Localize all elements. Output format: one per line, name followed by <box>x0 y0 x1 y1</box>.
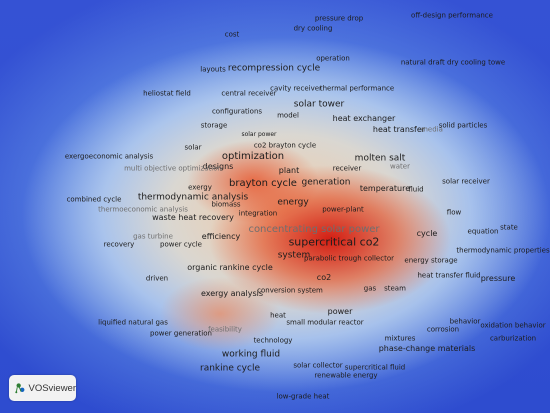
term-label[interactable]: molten salt <box>354 153 406 164</box>
term-label[interactable]: off-design performance <box>411 11 493 20</box>
term-label[interactable]: thermal performance <box>319 84 395 93</box>
term-label[interactable]: solid particles <box>438 121 488 130</box>
term-label[interactable]: natural draft dry cooling towe <box>400 58 506 67</box>
term-label[interactable]: solar <box>184 143 202 152</box>
term-label[interactable]: power <box>327 307 353 316</box>
term-label[interactable]: layouts <box>200 65 226 74</box>
term-label[interactable]: equation <box>467 227 499 236</box>
term-label[interactable]: system <box>277 250 311 261</box>
term-label[interactable]: mixtures <box>384 334 416 343</box>
term-label[interactable]: exergy <box>188 183 212 192</box>
term-label[interactable]: rankine cycle <box>200 363 260 374</box>
term-label[interactable]: supercritical co2 <box>288 235 380 249</box>
term-label[interactable]: parabolic trough collector <box>304 254 394 263</box>
term-label[interactable]: cycle <box>416 229 438 238</box>
term-label[interactable]: technology <box>253 336 293 345</box>
term-label[interactable]: flow <box>446 208 462 217</box>
term-label[interactable]: receiver <box>332 164 362 173</box>
term-label[interactable]: energy <box>277 197 309 208</box>
term-label[interactable]: thermodynamic properties <box>456 246 550 255</box>
vosviewer-logo-icon <box>15 383 25 394</box>
term-label[interactable]: optimization <box>221 151 285 162</box>
term-label[interactable]: solar tower <box>293 99 345 110</box>
term-label[interactable]: working fluid <box>221 349 281 360</box>
term-label[interactable]: state <box>500 223 518 232</box>
term-label[interactable]: oxidation behavior <box>480 321 546 330</box>
term-label[interactable]: designs <box>202 162 234 171</box>
term-label[interactable]: behavior <box>449 317 481 326</box>
term-label[interactable]: exergoeconomic analysis <box>64 152 154 161</box>
term-label[interactable]: solar collector <box>293 361 343 370</box>
term-label[interactable]: heat transfer <box>372 125 426 134</box>
term-label[interactable]: carburization <box>489 334 537 343</box>
term-label[interactable]: power cycle <box>160 240 202 249</box>
term-label[interactable]: pressure <box>480 274 516 283</box>
term-label[interactable]: central receiver <box>221 89 277 98</box>
term-label[interactable]: phase-change materials <box>378 344 476 353</box>
term-label[interactable]: driven <box>145 274 169 283</box>
term-label[interactable]: recompression cycle <box>227 63 321 74</box>
term-label[interactable]: corrosion <box>426 325 460 334</box>
term-label[interactable]: co2 <box>316 273 332 282</box>
term-label[interactable]: multi objective optimization <box>124 164 222 173</box>
term-label[interactable]: model <box>277 111 299 120</box>
term-label[interactable]: combined cycle <box>66 195 122 204</box>
term-label[interactable]: exergy analysis <box>200 289 264 298</box>
term-label[interactable]: biomass <box>211 200 241 209</box>
term-label[interactable]: steam <box>384 284 406 293</box>
term-label[interactable]: operation <box>316 54 350 63</box>
term-label[interactable]: cost <box>224 30 240 39</box>
term-label[interactable]: gas turbine <box>133 232 173 241</box>
term-label[interactable]: waste heat recovery <box>152 213 234 222</box>
term-label[interactable]: recovery <box>103 240 135 249</box>
term-label[interactable]: generation <box>301 177 351 188</box>
term-label[interactable]: temperature <box>359 184 411 193</box>
app-name: VOSviewer <box>28 382 76 394</box>
term-label[interactable]: solar power <box>241 131 277 138</box>
term-label[interactable]: energy storage <box>404 256 458 265</box>
term-label[interactable]: dry cooling <box>293 24 333 33</box>
term-label[interactable]: efficiency <box>201 232 241 241</box>
term-label[interactable]: power-plant <box>322 205 364 214</box>
term-label[interactable]: conversion system <box>257 286 323 295</box>
term-label[interactable]: small modular reactor <box>286 318 364 327</box>
term-label[interactable]: liquified natural gas <box>98 318 168 327</box>
vosviewer-badge[interactable]: VOSviewer <box>9 375 76 401</box>
term-label[interactable]: brayton cycle <box>229 178 297 189</box>
term-label[interactable]: configurations <box>211 107 263 116</box>
term-label[interactable]: renewable energy <box>314 371 378 380</box>
term-label[interactable]: media <box>421 125 443 134</box>
term-label[interactable]: power generation <box>150 329 212 338</box>
term-label[interactable]: supercritical fluid <box>344 363 406 372</box>
term-label[interactable]: storage <box>200 121 228 130</box>
term-label[interactable]: thermoeconomic analysis <box>98 205 188 214</box>
term-label[interactable]: solar receiver <box>442 177 490 186</box>
term-label[interactable]: fluid <box>408 185 424 194</box>
term-label[interactable]: heat transfer fluid <box>417 271 481 280</box>
term-label[interactable]: plant <box>278 166 300 175</box>
term-label[interactable]: co2 brayton cycle <box>253 141 317 150</box>
term-label[interactable]: low-grade heat <box>276 392 330 401</box>
term-label[interactable]: water <box>390 162 410 171</box>
term-label[interactable]: pressure drop <box>314 14 364 23</box>
term-label[interactable]: heliostat field <box>143 89 191 98</box>
term-label[interactable]: concentrating solar power <box>248 224 380 235</box>
term-label[interactable]: heat exchanger <box>332 114 396 123</box>
term-label[interactable]: feasibility <box>208 325 242 334</box>
term-label[interactable]: integration <box>238 209 278 218</box>
term-label[interactable]: cavity receiver <box>270 84 322 93</box>
term-label[interactable]: organic rankine cycle <box>187 263 273 272</box>
term-label[interactable]: heat <box>270 311 286 320</box>
term-label[interactable]: thermodynamic analysis <box>137 192 249 203</box>
term-label[interactable]: gas <box>363 284 377 293</box>
